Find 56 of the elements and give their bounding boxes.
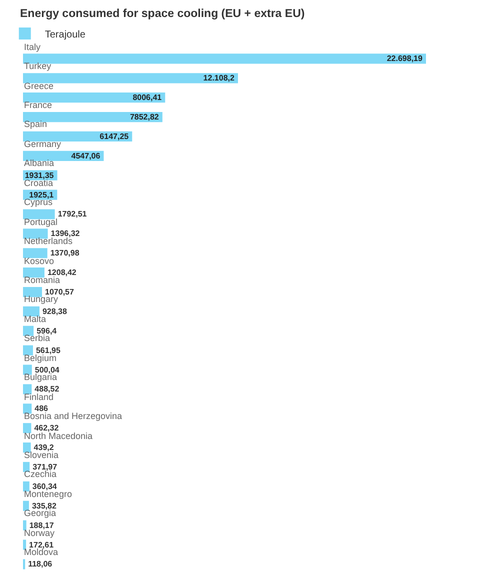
data-label: 1925,1 <box>29 190 54 200</box>
data-label: 1792,51 <box>58 210 88 219</box>
y-tick-label: Georgia <box>24 508 56 518</box>
data-label: 500,04 <box>34 365 60 374</box>
y-tick-label: Czechia <box>24 469 57 479</box>
data-label: 439,2 <box>34 443 54 452</box>
data-label: 1931,35 <box>24 170 54 180</box>
y-tick-label: Bosnia and Herzegovina <box>24 411 122 421</box>
data-label: 12.108,2 <box>203 74 235 83</box>
y-tick-label: Belgium <box>24 353 57 363</box>
data-label: 371,97 <box>32 462 58 472</box>
data-label: 4547,06 <box>71 151 101 160</box>
data-label: 486 <box>34 404 49 414</box>
y-tick-label: Montenegro <box>24 489 72 499</box>
y-tick-label: Netherlands <box>24 236 74 246</box>
data-label: 1208,42 <box>47 268 77 278</box>
data-label: 22.698,19 <box>386 54 423 64</box>
data-label: 7852,82 <box>130 112 160 122</box>
data-label: 1370,98 <box>50 248 80 258</box>
y-tick-label: Croatia <box>24 178 54 188</box>
y-tick-label: Spain <box>24 119 48 129</box>
data-label: 928,38 <box>42 306 68 316</box>
data-label: 172,61 <box>29 540 54 550</box>
data-label: 561,95 <box>36 346 61 355</box>
y-tick-label: Finland <box>24 392 54 402</box>
y-tick-label: Italy <box>24 42 42 52</box>
data-label: 488,52 <box>34 384 60 394</box>
y-tick-label: Serbia <box>24 333 50 343</box>
data-label: 188,17 <box>29 520 54 530</box>
y-tick-label: Portugal <box>24 217 58 227</box>
data-label: 335,82 <box>32 501 57 510</box>
y-tick-label: Malta <box>24 314 46 324</box>
y-tick-label: Bulgaria <box>24 372 58 382</box>
data-label: 118,06 <box>28 560 53 569</box>
y-tick-label: Romania <box>24 275 60 285</box>
y-tick-label: France <box>24 100 52 110</box>
y-tick-label: Norway <box>24 528 56 538</box>
y-tick-label: Greece <box>24 81 54 91</box>
data-label: 8006,41 <box>132 93 162 102</box>
y-tick-label: Slovenia <box>24 450 59 460</box>
y-tick-label: Hungary <box>24 294 59 304</box>
data-label: 462,32 <box>34 424 60 433</box>
y-tick-label: Moldova <box>24 547 58 557</box>
data-label: 6147,25 <box>100 132 130 141</box>
y-tick-label: Albania <box>24 158 54 168</box>
y-tick-label: North Macedonia <box>24 431 93 441</box>
data-label: 360,34 <box>32 482 58 491</box>
data-label: 596,4 <box>36 326 58 336</box>
chart-title: Energy consumed for space cooling (EU + extra EU) <box>20 8 305 20</box>
y-tick-label: Germany <box>24 139 62 149</box>
legend-label: Terajoule <box>44 29 86 40</box>
data-label: 1396,32 <box>50 229 80 238</box>
y-tick-label: Turkey <box>24 61 52 71</box>
data-label: 1070,57 <box>45 288 74 297</box>
y-tick-label: Kosovo <box>24 256 54 266</box>
y-tick-label: Cyprus <box>24 197 54 207</box>
